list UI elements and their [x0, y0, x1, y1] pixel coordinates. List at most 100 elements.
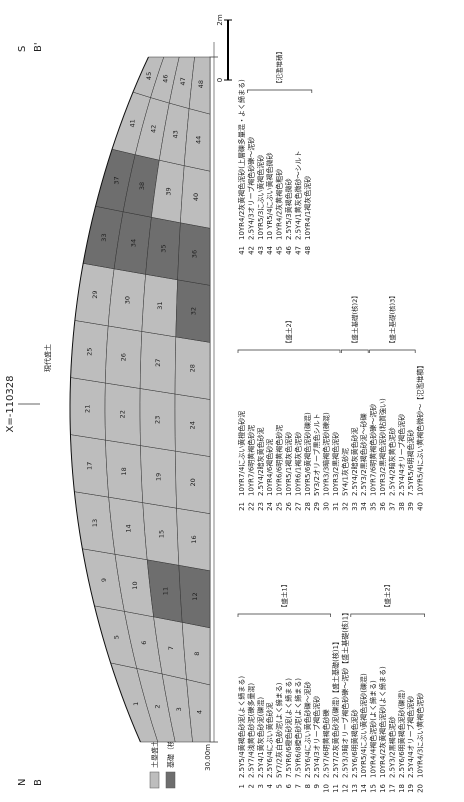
layer-desc: 10YR5/4にぶい黄褐色微砂〜【氾濫堆積】 — [416, 362, 425, 496]
layer-desc: 2.5Y4/4オリーブ褐色泥砂 — [406, 696, 415, 778]
section-figure: X=-110328 N B S B' 30.00m 現代盛土 0 2m 土塁盛土… — [0, 0, 464, 802]
layer-desc: 10YR5/3にぶい黄褐色泥砂 — [256, 155, 265, 240]
layer-desc: 2.5Y7/6明黄褐色砂礫 — [322, 709, 331, 778]
layer-number: 31 — [156, 301, 164, 309]
group-label: 【盛土2】 — [383, 581, 392, 611]
layer-desc: 2.5Y6/4にぶい黄色砂礫〜泥砂 — [303, 681, 312, 778]
layer-no: 22 — [247, 502, 255, 511]
layer-no: 32 — [341, 502, 349, 511]
layer-no: 7 — [294, 784, 302, 788]
layer-desc: 5Y7/2灰白色砂泥(よく締まる) — [275, 682, 284, 778]
layer-no: 45 — [276, 246, 284, 255]
layer-no: 36 — [379, 501, 387, 510]
layer-no: 8 — [304, 784, 312, 788]
layer-desc: 5Y3/2オリーブ黒色シルト — [312, 413, 321, 496]
layer-desc: 10YR4/1褐灰色泥砂 — [303, 176, 312, 240]
layer-no: 13 — [351, 784, 359, 793]
layer-number: 23 — [154, 416, 162, 424]
layer-no: 17 — [388, 784, 396, 793]
layer-number: 34 — [129, 239, 137, 247]
layer-no: 40 — [417, 502, 425, 511]
layer-no: 4 — [266, 783, 274, 788]
layer-desc: 2.5Y7/4浅黄色砂泥(礫多量混) — [246, 683, 255, 778]
scale-zero: 0 — [216, 78, 224, 82]
layer-desc: 10YR6/6明黄褐色砂泥 — [275, 425, 284, 496]
layer-number: 2 — [154, 705, 162, 709]
layer-no: 15 — [370, 784, 378, 793]
layer-desc: 10 YR5/4にぶい黄褐色微砂 — [265, 152, 274, 240]
layer-number: 10 — [131, 581, 139, 589]
legend-swatch-fill — [150, 772, 159, 788]
group-label: 【盛土基礎(核)2】 — [350, 292, 359, 347]
layer-desc: 2.5Y4/3オリーブ褐色砂礫〜泥砂 — [246, 137, 255, 240]
layer-no: 1 — [238, 784, 246, 788]
layer-number: 33 — [100, 233, 108, 241]
grid-x-label: X=-110328 — [5, 375, 16, 432]
layer-desc: 10YR7/6明黄褐色砂礫〜泥砂 — [369, 404, 378, 496]
layer-desc: 10YR7/6明黄褐色砂泥 — [246, 425, 255, 496]
layer-no: 19 — [407, 784, 415, 793]
layer-no: 47 — [294, 246, 302, 255]
layer-desc: 2.5Y4/3オリーブ褐色泥砂 — [312, 696, 321, 778]
group-bracket — [351, 614, 425, 617]
layer-no: 26 — [285, 501, 293, 510]
layer-number: 22 — [119, 410, 127, 418]
layer-number: 40 — [192, 193, 200, 201]
layer-desc: 10YR4/3にぶい黄褐色泥砂 — [416, 693, 425, 778]
layer-no: 39 — [407, 502, 415, 511]
layer-number: 44 — [194, 136, 202, 144]
layer-number: 16 — [190, 535, 198, 543]
layer-number: 18 — [120, 467, 128, 475]
layer-number: 32 — [189, 307, 197, 315]
layer-no: 25 — [276, 502, 284, 511]
layer-number: 12 — [191, 592, 199, 600]
layer-number: 25 — [86, 348, 94, 356]
layer-desc: 10YR3/3暗褐色泥砂(礫混) — [322, 412, 331, 496]
layer-number: 47 — [179, 77, 187, 85]
layer-no: 18 — [398, 784, 406, 793]
layer-desc: 2.5Y6/4にぶい黄色砂泥 — [265, 702, 274, 778]
layer-number: 20 — [189, 478, 197, 486]
group-label: 【氾濫堆積】 — [275, 48, 284, 87]
group-bracket — [238, 614, 331, 617]
legend-swatch-core — [166, 772, 175, 788]
layer-no: 33 — [351, 502, 359, 511]
layer-number: 7 — [167, 646, 175, 650]
scale-length: 2m — [216, 14, 224, 25]
north-point: B — [33, 779, 44, 786]
south-point: B' — [33, 42, 44, 52]
layer-no: 2 — [247, 784, 255, 788]
layer-desc: 5Y4/1灰色砂泥 — [340, 448, 349, 496]
layer-number: 26 — [120, 353, 128, 361]
layer-no: 44 — [266, 245, 274, 254]
layer-no: 41 — [238, 246, 246, 255]
layer-desc: 2.5Y7/2灰黄色砂泥(礫混)【盛土基礎(核)1】 — [331, 638, 340, 778]
layer-number: 38 — [138, 182, 146, 190]
layer-no: 42 — [247, 246, 255, 255]
layer-number: 14 — [124, 524, 132, 532]
layer-number: 4 — [196, 710, 204, 714]
layer-no: 9 — [313, 784, 321, 788]
group-bracket — [341, 350, 368, 353]
layer-no: 30 — [323, 502, 331, 511]
layer-desc: 2.5Y4/2暗灰黄色砂泥 — [256, 427, 265, 496]
layer-desc: 10YR3/2黒褐色泥砂(粘質強い) — [378, 398, 387, 496]
layer-desc: 7.5YR6/6橙色砂泥(よく締まる) — [284, 678, 293, 778]
layer-no: 27 — [294, 502, 302, 511]
layer-no: 6 — [285, 783, 293, 788]
layer-number: 13 — [91, 519, 99, 527]
layer-number: 36 — [190, 250, 198, 258]
layer-no: 5 — [276, 784, 284, 788]
layer-desc: 2.5Y4/1黄灰色微砂〜シルト — [293, 150, 302, 240]
layer-desc: 10YR5/1褐灰色泥砂 — [284, 432, 293, 496]
legend-label: 土塁盛土 — [150, 740, 159, 768]
layer-number: 15 — [157, 530, 165, 538]
layer-number: 39 — [165, 187, 173, 195]
layer-desc: 7.5YR6/8橙色砂泥(よく締まる) — [293, 678, 302, 778]
layer-desc: 2.5Y4/2暗灰黄色砂泥 — [350, 427, 359, 496]
group-bracket — [247, 90, 311, 93]
layer-desc: 10YR4/2灰黄褐色泥砂(上層礫多量混・よく締まる) — [237, 79, 246, 240]
north-label: N — [17, 779, 28, 786]
layer-no: 37 — [388, 502, 396, 511]
layer-desc: 2.5Y6/6明黄褐色泥砂 — [350, 709, 359, 778]
